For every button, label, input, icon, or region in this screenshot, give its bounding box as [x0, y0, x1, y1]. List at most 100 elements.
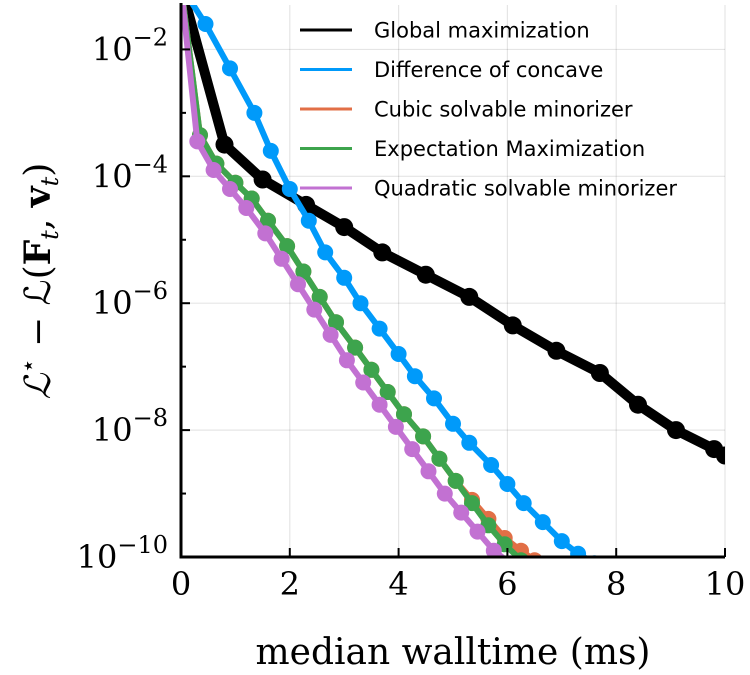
y-tick-label-1: 10−4 — [92, 150, 168, 195]
y-tick-label-2: 10−6 — [92, 277, 168, 322]
series-2-point-21 — [527, 552, 542, 557]
series-0-point-10 — [590, 364, 609, 382]
legend-label-2: Cubic solvable minorizer — [374, 98, 633, 122]
legend-label-4: Quadratic solvable minorizer — [374, 177, 677, 201]
series-1-point-14 — [445, 415, 461, 432]
series-0-point-5 — [373, 243, 392, 262]
series-1-point-13 — [426, 390, 442, 407]
series-1-point-8 — [336, 269, 353, 286]
legend-item-0: Global maximization — [300, 19, 590, 43]
series-1-point-16 — [483, 457, 500, 473]
y-tick-label-4: 10−10 — [77, 531, 168, 576]
series-1-point-3 — [246, 104, 263, 121]
series-line-2 — [181, 5, 536, 557]
series-3-point-17 — [464, 495, 480, 512]
x-tick-label-3: 6 — [497, 565, 517, 603]
series-0-point-2 — [253, 170, 272, 189]
series-4-point-4 — [238, 200, 255, 216]
series-0 — [181, 5, 725, 465]
series-1-point-10 — [371, 320, 388, 337]
y-tick-label-3: 10−8 — [92, 404, 168, 449]
series-4-point-9 — [322, 326, 339, 343]
series-3-point-7 — [295, 263, 312, 280]
series-1-point-12 — [406, 368, 423, 385]
series-3-point-16 — [447, 472, 464, 489]
series-4-point-17 — [453, 504, 470, 521]
legend-item-1: Difference of concave — [300, 58, 603, 82]
series-3-point-5 — [260, 212, 276, 229]
series-0-point-12 — [667, 421, 685, 440]
x-tick-label-0: 0 — [171, 565, 191, 603]
y-axis-title-text: ℒ⋆ − ℒ(Ft, vt) — [14, 163, 64, 400]
series-4-point-16 — [436, 485, 453, 502]
series-3-point-8 — [311, 288, 328, 305]
series-4-point-18 — [469, 523, 486, 540]
series-4-point-5 — [257, 225, 274, 242]
x-tick-label-4: 8 — [606, 565, 626, 603]
series-0-point-8 — [503, 316, 522, 335]
y-axis-title: ℒ⋆ − ℒ(Ft, vt) — [14, 163, 64, 400]
series-3-point-10 — [347, 339, 364, 356]
series-layer — [181, 5, 725, 557]
legend-item-4: Quadratic solvable minorizer — [300, 177, 677, 201]
series-4-point-2 — [205, 162, 222, 178]
series-0-point-14 — [716, 446, 725, 465]
series-2 — [181, 5, 542, 557]
tick-labels: 0 2 4 6 8 10 10−2 10−4 10−6 10−8 10−10 — [77, 23, 746, 603]
series-1-point-15 — [461, 434, 478, 451]
series-4-point-8 — [306, 301, 323, 318]
series-line-1 — [189, 5, 590, 557]
x-axis-title: median walltime (ms) — [256, 632, 651, 673]
series-3-point-13 — [396, 406, 412, 423]
series-0-point-4 — [335, 218, 354, 237]
series-0-point-1 — [215, 135, 234, 154]
series-0-point-11 — [629, 395, 647, 414]
series-3-point-12 — [379, 384, 396, 400]
legend-label-0: Global maximization — [374, 19, 590, 43]
series-1-point-4 — [262, 142, 279, 159]
series-1-point-1 — [197, 16, 214, 32]
y-tick-label-0: 10−2 — [92, 23, 168, 68]
series-3-point-9 — [328, 314, 344, 331]
series-1-point-2 — [222, 60, 238, 77]
series-1-point-20 — [553, 533, 570, 550]
series-3-point-6 — [279, 238, 296, 255]
legend-item-3: Expectation Maximization — [300, 137, 645, 161]
x-tick-label-5: 10 — [705, 565, 746, 603]
series-1-point-5 — [281, 181, 298, 197]
series-1-point-6 — [300, 212, 317, 229]
series-0-point-7 — [460, 287, 479, 306]
series-0-point-9 — [547, 341, 566, 360]
legend-item-2: Cubic solvable minorizer — [300, 98, 633, 122]
x-tick-label-2: 4 — [388, 565, 408, 603]
axes-layer — [179, 3, 726, 559]
series-1-point-21 — [570, 545, 587, 557]
series-4-point-15 — [420, 463, 437, 480]
series-4-point-1 — [189, 133, 206, 150]
legend-label-3: Expectation Maximization — [374, 137, 645, 161]
series-1-point-7 — [317, 244, 334, 261]
series-3-point-15 — [431, 450, 448, 467]
series-1-point-9 — [352, 295, 369, 312]
series-4-point-14 — [404, 441, 421, 458]
series-1-point-18 — [515, 495, 532, 512]
series-4-point-19 — [485, 542, 502, 557]
legend-label-1: Difference of concave — [374, 58, 603, 82]
series-4-point-10 — [338, 352, 355, 369]
series-1-point-19 — [534, 514, 551, 531]
legend: Global maximization Difference of concave… — [300, 19, 677, 201]
series-3-point-11 — [363, 361, 380, 378]
series-1-point-11 — [390, 346, 407, 362]
series-4-point-13 — [387, 418, 404, 435]
x-tick-label-1: 2 — [280, 565, 300, 603]
series-1-point-17 — [499, 476, 516, 492]
series-0-point-6 — [416, 265, 435, 284]
series-4-point-3 — [222, 181, 238, 197]
series-1 — [189, 5, 600, 557]
series-4-point-7 — [290, 276, 306, 293]
series-4-point-11 — [355, 374, 372, 391]
series-4-point-12 — [371, 396, 388, 413]
series-4-point-6 — [273, 250, 290, 267]
series-3-point-14 — [415, 428, 432, 445]
